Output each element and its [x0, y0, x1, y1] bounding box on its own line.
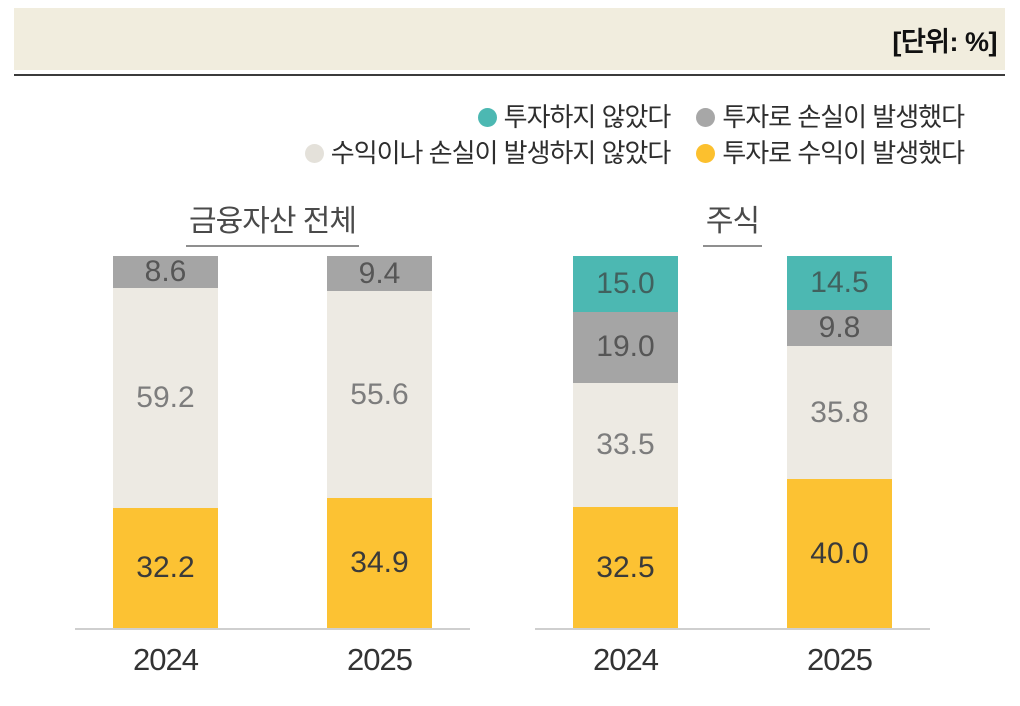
- x-axis-label: 2024: [133, 642, 199, 677]
- chart-title-wrap: 금융자산 전체: [75, 196, 470, 247]
- segment-value-label: 35.8: [810, 395, 869, 429]
- bar-segment: 32.2: [113, 508, 218, 628]
- charts-area: 금융자산 전체 32.2 59.2 8.6 34.9 55.6 9.4 2024 2025 …: [75, 196, 930, 678]
- bar-segment: 35.8: [787, 346, 892, 480]
- x-axis-label: 2024: [593, 642, 659, 677]
- bar-segment: 14.5: [787, 255, 892, 310]
- plot-area: 32.5 33.5 19.0 15.0 40.0 35.8 9.8 14.5: [535, 255, 930, 630]
- legend-label: 투자하지 않았다: [503, 102, 672, 132]
- bar-segment: 59.2: [113, 288, 218, 509]
- segment-value-label: 14.5: [810, 265, 869, 299]
- legend-dot-icon: [696, 107, 716, 127]
- segment-value-label: 8.6: [144, 255, 187, 288]
- segment-value-label: 32.5: [596, 550, 655, 584]
- segment-value-label: 19.0: [596, 330, 655, 364]
- segment-value-label: 9.4: [358, 256, 401, 290]
- legend-dot-icon: [477, 107, 497, 127]
- header-band: [단위: %]: [14, 8, 1005, 70]
- segment-value-label: 32.2: [136, 551, 195, 585]
- legend-label: 투자로 손실이 발생했다: [722, 102, 965, 132]
- chart-title-wrap: 주식: [535, 196, 930, 247]
- segment-value-label: 55.6: [350, 377, 409, 411]
- stacked-bar: 32.2 59.2 8.6: [113, 256, 218, 628]
- bar-segment: 19.0: [573, 311, 678, 383]
- stacked-bar: 40.0 35.8 9.8 14.5: [787, 255, 892, 628]
- x-axis-labels: 2024 2025: [75, 642, 470, 678]
- legend-item: 투자로 수익이 발생했다: [696, 135, 965, 171]
- stacked-bar: 32.5 33.5 19.0 15.0: [573, 256, 678, 628]
- legend-item: 수익이나 손실이 발생하지 않았다: [304, 135, 672, 171]
- bar-segment: 40.0: [787, 479, 892, 628]
- bar-segment: 9.4: [327, 256, 432, 292]
- legend-label: 수익이나 손실이 발생하지 않았다: [330, 138, 672, 168]
- chart-title: 금융자산 전체: [186, 196, 359, 247]
- x-axis-label: 2025: [347, 642, 413, 677]
- chart-title: 주식: [702, 196, 763, 247]
- bar-segment: 9.8: [787, 309, 892, 347]
- segment-value-label: 40.0: [810, 536, 869, 570]
- stacked-bar: 34.9 55.6 9.4: [327, 256, 432, 628]
- legend-row: 수익이나 손실이 발생하지 않았다 투자로 수익이 발생했다: [304, 135, 965, 171]
- chart-financial-assets-total: 금융자산 전체 32.2 59.2 8.6 34.9 55.6 9.4 2024 2025: [75, 196, 470, 678]
- segment-value-label: 9.8: [818, 310, 861, 344]
- segment-value-label: 15.0: [596, 266, 655, 300]
- bar-segment: 15.0: [573, 256, 678, 312]
- unit-label: [단위: %]: [892, 26, 997, 57]
- x-axis-labels: 2024 2025: [535, 642, 930, 678]
- segment-value-label: 59.2: [136, 381, 195, 415]
- bar-segment: 32.5: [573, 507, 678, 628]
- bar-segment: 8.6: [113, 256, 218, 288]
- legend-dot-icon: [304, 143, 324, 163]
- x-axis-label: 2025: [807, 642, 873, 677]
- legend-item: 투자로 손실이 발생했다: [696, 99, 965, 135]
- chart-stocks: 주식 32.5 33.5 19.0 15.0 40.0 35.8 9.8 14.5 2024 2…: [535, 196, 930, 678]
- plot-area: 32.2 59.2 8.6 34.9 55.6 9.4: [75, 256, 470, 630]
- legend-dot-icon: [696, 143, 716, 163]
- legend-label: 투자로 수익이 발생했다: [722, 138, 965, 168]
- segment-value-label: 34.9: [350, 546, 409, 580]
- bar-segment: 34.9: [327, 498, 432, 628]
- legend-row: 투자하지 않았다 투자로 손실이 발생했다: [305, 99, 965, 135]
- legend-item: 투자하지 않았다: [477, 99, 672, 135]
- bar-segment: 33.5: [573, 382, 678, 508]
- segment-value-label: 33.5: [596, 427, 655, 461]
- header-divider: [14, 74, 1005, 76]
- bar-segment: 55.6: [327, 291, 432, 499]
